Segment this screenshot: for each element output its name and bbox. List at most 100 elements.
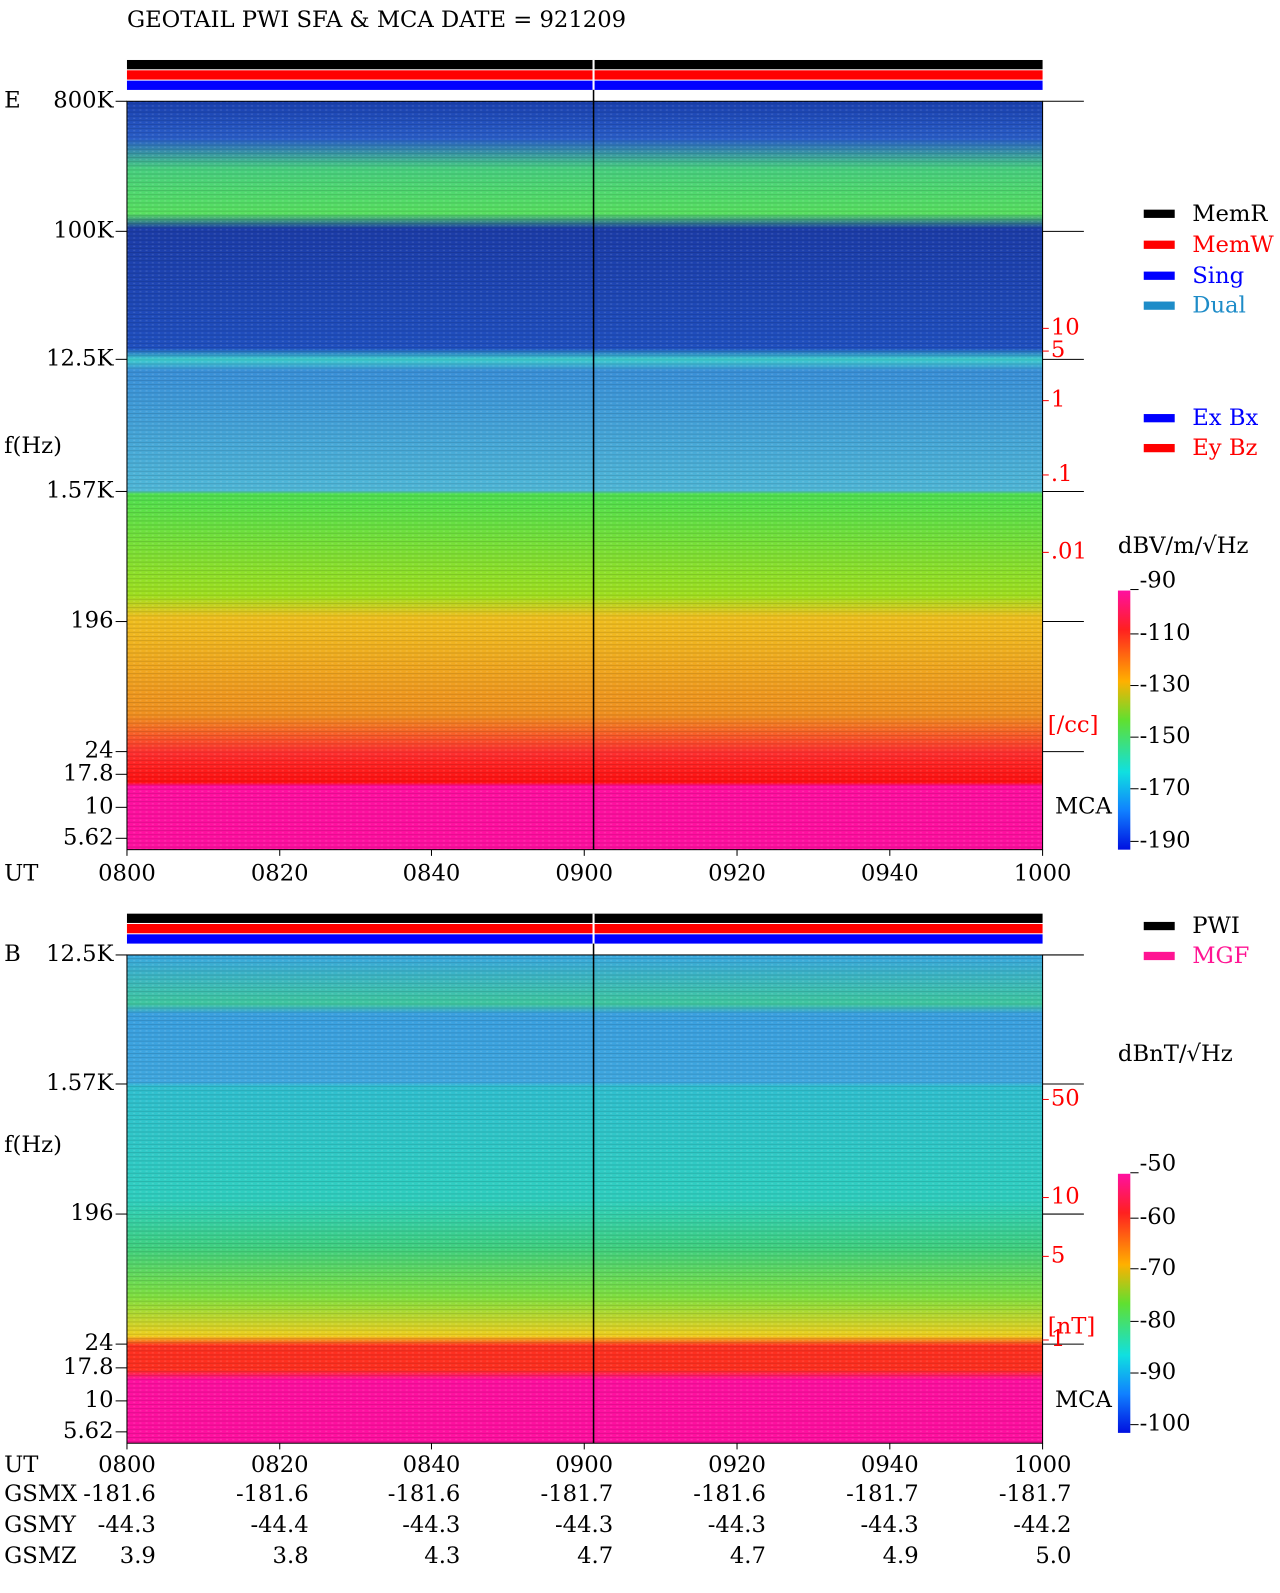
y-tick-label: 5.62 xyxy=(63,824,114,850)
x-tick-label: 0840 xyxy=(403,1452,461,1478)
x-tick-label: 0900 xyxy=(555,1452,613,1478)
legend-label: MemR xyxy=(1192,201,1268,227)
x-tick-label: 0920 xyxy=(708,860,766,886)
orbit-value: -44.3 xyxy=(98,1512,156,1538)
mca-label: MCA xyxy=(1055,1387,1113,1413)
orbit-value: 3.9 xyxy=(120,1543,156,1569)
density-tick-label: 10 xyxy=(1051,1184,1080,1210)
density-tick-label: 5 xyxy=(1051,337,1065,363)
legend-swatch xyxy=(1143,209,1175,218)
orbit-value: -181.6 xyxy=(693,1481,766,1507)
title: GEOTAIL PWI SFA & MCA DATE = 921209 xyxy=(127,7,626,33)
y-axis-label: f(Hz) xyxy=(4,433,62,459)
x-tick-label: 0820 xyxy=(251,1452,309,1478)
x-axis-label: UT xyxy=(4,1452,38,1478)
legend-swatch xyxy=(1143,271,1175,280)
panel-label: E xyxy=(4,87,21,113)
density-tick-label: 1 xyxy=(1051,387,1065,413)
x-tick-label: 0820 xyxy=(251,860,309,886)
colorbar-tick-label: -190 xyxy=(1140,827,1191,853)
x-axis-label: UT xyxy=(4,860,38,886)
colorbar-tick-label: -90 xyxy=(1140,1359,1177,1385)
legend-swatch xyxy=(1143,951,1175,961)
spectrogram-texture xyxy=(126,101,1043,850)
colorbar-tick-label: -90 xyxy=(1140,567,1177,593)
legend-label: PWI xyxy=(1192,913,1240,939)
y-tick-label: 12.5K xyxy=(46,941,115,967)
colorbar-tick-label: -150 xyxy=(1140,723,1191,749)
legend-swatch xyxy=(1143,921,1175,931)
status-bar xyxy=(126,80,1043,90)
legend-label: Sing xyxy=(1192,263,1244,289)
legend-swatch xyxy=(1143,443,1175,453)
x-tick-label: 0900 xyxy=(555,860,613,886)
spectrogram-texture xyxy=(126,954,1043,1444)
orbit-value: 3.8 xyxy=(273,1543,309,1569)
status-bar xyxy=(126,59,1043,70)
y-tick-label: 24 xyxy=(85,738,114,764)
y-tick-label: 10 xyxy=(85,793,114,819)
colorbar-unit: dBV/m/√Hz xyxy=(1118,533,1249,559)
colorbar-tick-label: -170 xyxy=(1140,775,1191,801)
x-tick-label: 1000 xyxy=(1014,1452,1072,1478)
status-bar xyxy=(126,934,1043,944)
legend-swatch xyxy=(1143,414,1175,423)
orbit-value: 5.0 xyxy=(1035,1543,1071,1569)
orbit-value: -181.6 xyxy=(83,1481,156,1507)
colorbar-tick-label: -50 xyxy=(1140,1151,1177,1177)
orbit-value: -181.6 xyxy=(388,1481,461,1507)
y-tick-label: 100K xyxy=(53,217,114,243)
y-tick-label: 17.8 xyxy=(63,760,114,786)
x-tick-label: 0940 xyxy=(861,860,919,886)
orbit-value: 4.9 xyxy=(883,1543,919,1569)
y-tick-label: 196 xyxy=(70,608,113,634)
orbit-row-label: GSMZ xyxy=(4,1543,77,1569)
y-axis-label: f(Hz) xyxy=(4,1132,62,1158)
density-tick-label: 1 xyxy=(1051,1326,1065,1352)
density-unit: [nT] xyxy=(1048,1314,1095,1340)
density-tick-label: .01 xyxy=(1051,538,1087,564)
legend-label: MemW xyxy=(1192,232,1274,258)
plot-layer: GEOTAIL PWI SFA & MCA DATE = 921209 Ef(H… xyxy=(4,7,1274,1569)
orbit-value: -44.2 xyxy=(1013,1512,1071,1538)
orbit-value: 4.3 xyxy=(424,1543,460,1569)
orbit-value: -44.3 xyxy=(402,1512,460,1538)
status-bar xyxy=(126,923,1043,934)
colorbar-tick-label: -60 xyxy=(1140,1204,1177,1230)
orbit-value: -181.7 xyxy=(541,1481,614,1507)
orbit-value: -181.7 xyxy=(999,1481,1072,1507)
orbit-value: 4.7 xyxy=(577,1543,613,1569)
colorbar xyxy=(1117,1173,1131,1433)
y-tick-label: 1.57K xyxy=(46,1070,115,1096)
orbit-value: -44.3 xyxy=(861,1512,919,1538)
orbit-row-label: GSMX xyxy=(4,1481,78,1507)
orbit-value: -44.3 xyxy=(555,1512,613,1538)
colorbar-unit: dBnT/√Hz xyxy=(1118,1041,1233,1067)
density-tick-label: 5 xyxy=(1051,1242,1065,1268)
y-tick-label: 10 xyxy=(85,1387,114,1413)
legend-swatch xyxy=(1143,240,1175,249)
colorbar-tick-label: -110 xyxy=(1140,620,1191,646)
density-tick-label: 10 xyxy=(1051,314,1080,340)
status-bar xyxy=(126,70,1043,80)
orbit-row-label: GSMY xyxy=(4,1512,77,1538)
orbit-value: -44.3 xyxy=(708,1512,766,1538)
y-tick-label: 1.57K xyxy=(46,477,115,503)
legend-label: Dual xyxy=(1192,293,1246,319)
legend-label: Ey Bz xyxy=(1192,435,1257,461)
y-tick-label: 24 xyxy=(85,1330,114,1356)
x-tick-label: 0940 xyxy=(861,1452,919,1478)
density-unit: [/cc] xyxy=(1048,712,1099,738)
colorbar-tick-label: -100 xyxy=(1140,1411,1191,1437)
y-tick-label: 17.8 xyxy=(63,1354,114,1380)
y-tick-label: 5.62 xyxy=(63,1418,114,1444)
y-tick-label: 12.5K xyxy=(46,345,115,371)
density-tick-label: .1 xyxy=(1051,461,1073,487)
x-tick-label: 0800 xyxy=(98,1452,156,1478)
orbit-value: 4.7 xyxy=(730,1543,766,1569)
legend-label: MGF xyxy=(1192,943,1249,969)
legend-swatch xyxy=(1143,301,1175,310)
x-tick-label: 0800 xyxy=(98,860,156,886)
colorbar-tick-label: -130 xyxy=(1140,672,1191,698)
